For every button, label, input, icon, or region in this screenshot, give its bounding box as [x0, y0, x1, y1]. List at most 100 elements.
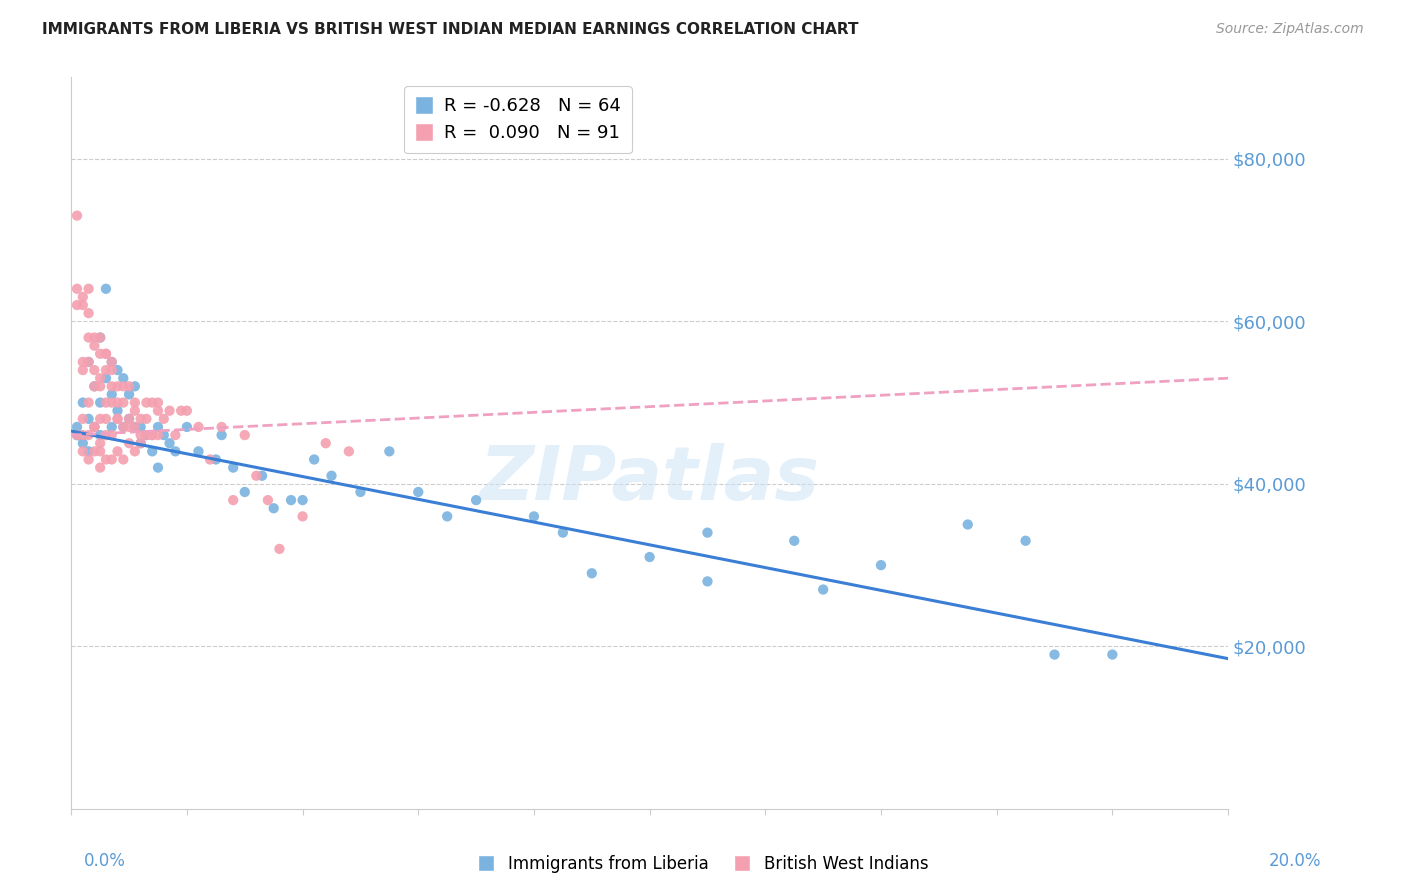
Point	[696, 574, 718, 589]
Point	[436, 509, 458, 524]
Point	[66, 420, 89, 434]
Point	[176, 420, 198, 434]
Point	[118, 387, 141, 401]
Point	[551, 525, 574, 540]
Point	[72, 355, 94, 369]
Point	[89, 330, 111, 344]
Point	[118, 420, 141, 434]
Point	[89, 412, 111, 426]
Point	[100, 363, 122, 377]
Point	[94, 363, 117, 377]
Point	[146, 428, 169, 442]
Point	[315, 436, 337, 450]
Point	[107, 412, 129, 426]
Legend: Immigrants from Liberia, British West Indians: Immigrants from Liberia, British West In…	[471, 848, 935, 880]
Point	[89, 428, 111, 442]
Point	[77, 306, 100, 320]
Point	[77, 395, 100, 409]
Point	[118, 436, 141, 450]
Point	[66, 282, 89, 296]
Point	[94, 371, 117, 385]
Point	[146, 460, 169, 475]
Point	[89, 436, 111, 450]
Point	[337, 444, 360, 458]
Point	[83, 330, 105, 344]
Point	[141, 444, 163, 458]
Text: IMMIGRANTS FROM LIBERIA VS BRITISH WEST INDIAN MEDIAN EARNINGS CORRELATION CHART: IMMIGRANTS FROM LIBERIA VS BRITISH WEST …	[42, 22, 859, 37]
Point	[89, 460, 111, 475]
Point	[100, 379, 122, 393]
Point	[257, 493, 280, 508]
Point	[66, 428, 89, 442]
Text: 0.0%: 0.0%	[84, 852, 127, 870]
Point	[222, 460, 245, 475]
Point	[107, 395, 129, 409]
Point	[112, 395, 135, 409]
Point	[205, 452, 228, 467]
Point	[100, 428, 122, 442]
Point	[94, 412, 117, 426]
Point	[77, 444, 100, 458]
Point	[107, 412, 129, 426]
Point	[94, 347, 117, 361]
Point	[72, 428, 94, 442]
Point	[135, 395, 157, 409]
Point	[523, 509, 546, 524]
Point	[135, 428, 157, 442]
Point	[118, 379, 141, 393]
Point	[291, 493, 314, 508]
Point	[124, 395, 146, 409]
Point	[129, 436, 152, 450]
Point	[112, 371, 135, 385]
Point	[100, 452, 122, 467]
Point	[100, 387, 122, 401]
Point	[146, 403, 169, 417]
Point	[124, 444, 146, 458]
Point	[1043, 648, 1066, 662]
Point	[83, 339, 105, 353]
Text: Source: ZipAtlas.com: Source: ZipAtlas.com	[1216, 22, 1364, 37]
Point	[321, 468, 343, 483]
Point	[956, 517, 979, 532]
Point	[152, 412, 174, 426]
Point	[141, 428, 163, 442]
Point	[129, 420, 152, 434]
Point	[129, 436, 152, 450]
Point	[77, 330, 100, 344]
Point	[83, 379, 105, 393]
Point	[187, 444, 209, 458]
Point	[141, 395, 163, 409]
Point	[89, 347, 111, 361]
Point	[94, 347, 117, 361]
Point	[72, 363, 94, 377]
Point	[124, 379, 146, 393]
Point	[146, 395, 169, 409]
Point	[1014, 533, 1036, 548]
Point	[250, 468, 273, 483]
Point	[107, 363, 129, 377]
Point	[66, 428, 89, 442]
Point	[89, 379, 111, 393]
Point	[280, 493, 302, 508]
Point	[135, 428, 157, 442]
Point	[94, 428, 117, 442]
Point	[176, 403, 198, 417]
Point	[187, 420, 209, 434]
Point	[66, 209, 89, 223]
Point	[233, 485, 256, 500]
Point	[72, 290, 94, 304]
Point	[349, 485, 371, 500]
Point	[100, 355, 122, 369]
Point	[135, 412, 157, 426]
Point	[89, 444, 111, 458]
Point	[112, 420, 135, 434]
Point	[83, 420, 105, 434]
Point	[124, 420, 146, 434]
Point	[465, 493, 488, 508]
Point	[170, 403, 193, 417]
Point	[129, 428, 152, 442]
Point	[72, 436, 94, 450]
Point	[112, 420, 135, 434]
Point	[77, 452, 100, 467]
Point	[269, 541, 291, 556]
